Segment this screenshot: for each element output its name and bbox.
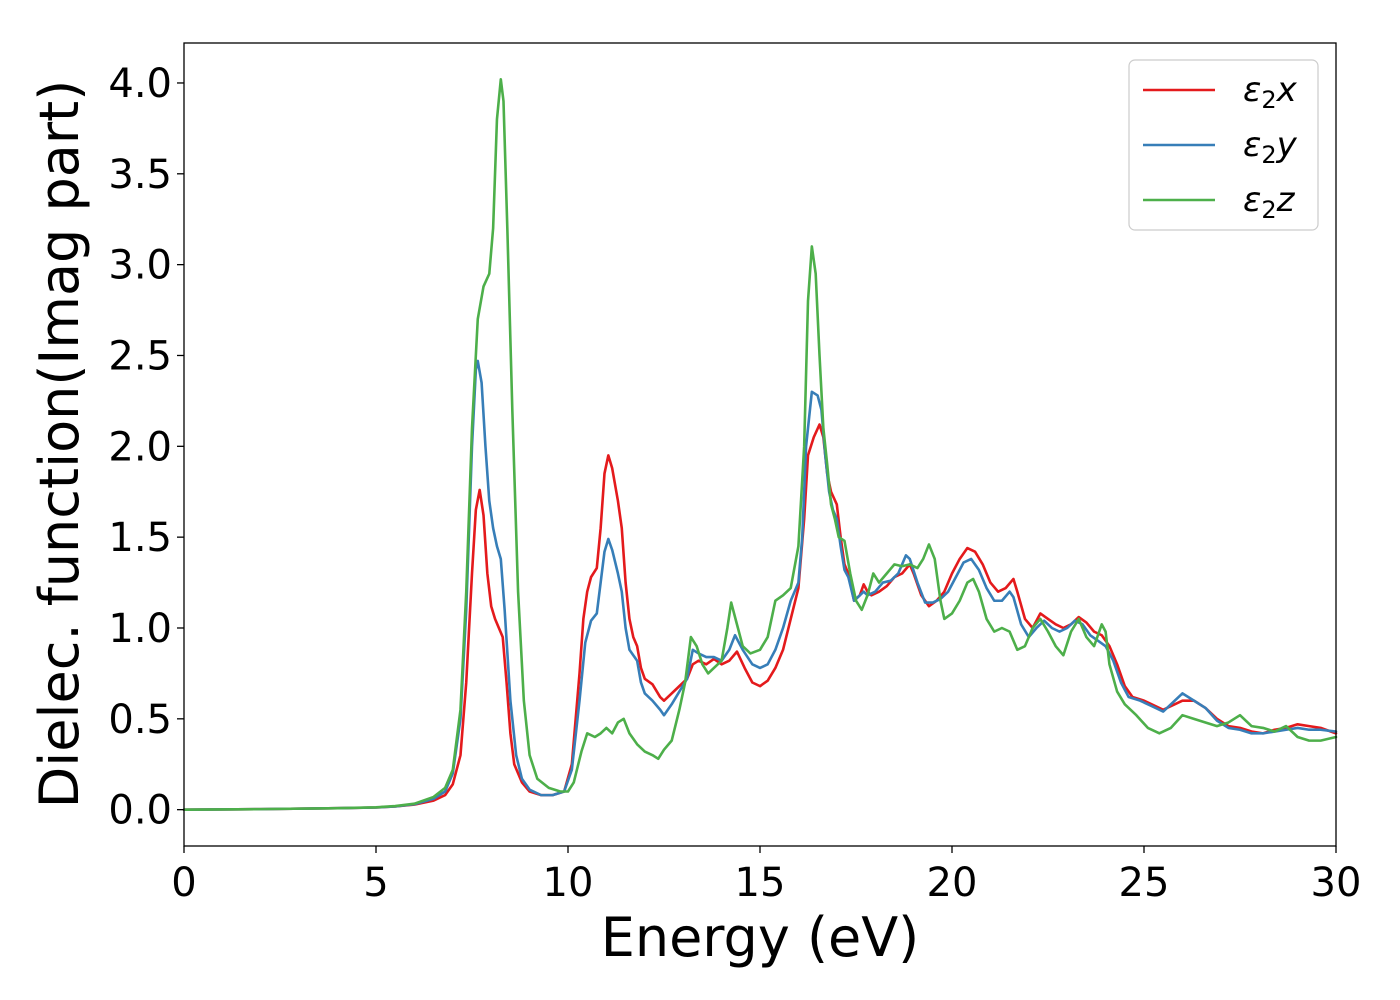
y-tick-label: 0.0 [108, 788, 172, 834]
legend: ε2x ε2y ε2z [1128, 59, 1319, 231]
x-axis-label: Energy (eV) [601, 906, 920, 969]
legend-box [1128, 59, 1319, 231]
y-tick-label: 1.0 [108, 606, 172, 652]
legend-label-1: ε2y [1243, 125, 1298, 169]
y-tick-label: 1.5 [108, 515, 172, 561]
y-tick-label: 3.5 [108, 152, 172, 198]
x-tick-label: 0 [171, 860, 196, 906]
legend-label-0: ε2x [1243, 70, 1298, 114]
y-tick-label: 0.5 [108, 697, 172, 743]
y-tick-label: 2.0 [108, 424, 172, 470]
x-tick-label: 10 [543, 860, 594, 906]
y-tick-label: 2.5 [108, 333, 172, 379]
x-tick-label: 25 [1119, 860, 1170, 906]
x-axis-ticks: 0 5 10 15 20 25 30 [171, 846, 1361, 906]
x-tick-label: 15 [735, 860, 786, 906]
x-tick-label: 30 [1311, 860, 1362, 906]
series-line-0 [182, 423, 1338, 811]
y-axis-ticks: 0.0 0.5 1.0 1.5 2.0 2.5 3.0 3.5 4.0 [108, 61, 184, 834]
x-tick-label: 5 [363, 860, 388, 906]
legend-label-2: ε2z [1243, 180, 1296, 224]
x-tick-label: 20 [927, 860, 978, 906]
y-tick-label: 3.0 [108, 243, 172, 289]
series-line-2 [182, 78, 1338, 811]
series-line-1 [182, 359, 1338, 811]
y-axis-label: Dielec. function(Imag part) [28, 80, 91, 809]
y-tick-label: 4.0 [108, 61, 172, 107]
series-layer [182, 78, 1338, 811]
